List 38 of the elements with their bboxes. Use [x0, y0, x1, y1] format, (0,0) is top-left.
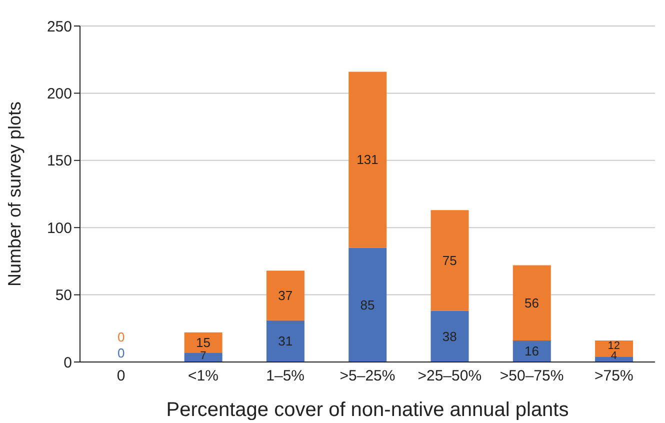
data-label: 15: [196, 335, 210, 350]
data-label: 37: [278, 288, 293, 303]
y-tick-label: 150: [46, 152, 72, 170]
bar: [512, 340, 551, 362]
x-tick-label: >25–50%: [418, 368, 482, 385]
data-label: 131: [356, 152, 378, 168]
x-axis-title: Percentage cover of non-native annual plants: [166, 399, 569, 421]
data-label: 7: [200, 350, 206, 362]
x-tick-label: 0: [116, 368, 126, 385]
data-label: 0: [117, 346, 125, 360]
x-tick-label: >75%: [594, 368, 634, 385]
data-label: 12: [608, 340, 620, 352]
bar: [430, 210, 469, 311]
data-label: 56: [524, 295, 540, 310]
y-tick-label: 0: [64, 354, 72, 372]
bar: [348, 72, 387, 248]
bar: [595, 340, 634, 357]
y-tick-label: 100: [46, 220, 72, 237]
data-label: 31: [278, 334, 293, 349]
y-tick-label: 250: [46, 18, 72, 36]
data-label: 38: [442, 328, 457, 344]
bar: [184, 352, 222, 362]
data-label: 16: [524, 344, 540, 359]
x-tick-label: >5–25%: [340, 368, 396, 385]
bar: [266, 270, 304, 320]
data-label: 0: [117, 330, 125, 344]
bar: [430, 310, 469, 362]
bar: [348, 248, 387, 362]
x-tick-label: <1%: [188, 368, 218, 385]
y-tick-label: 50: [55, 287, 72, 304]
bar: [266, 320, 304, 362]
data-label: 75: [442, 253, 457, 268]
y-tick-label: 200: [46, 86, 72, 103]
bar: [512, 265, 551, 340]
x-tick-label: 1–5%: [266, 368, 305, 385]
data-label: 85: [360, 297, 375, 312]
x-tick-label: >50–75%: [500, 368, 564, 385]
bar: [184, 332, 222, 353]
